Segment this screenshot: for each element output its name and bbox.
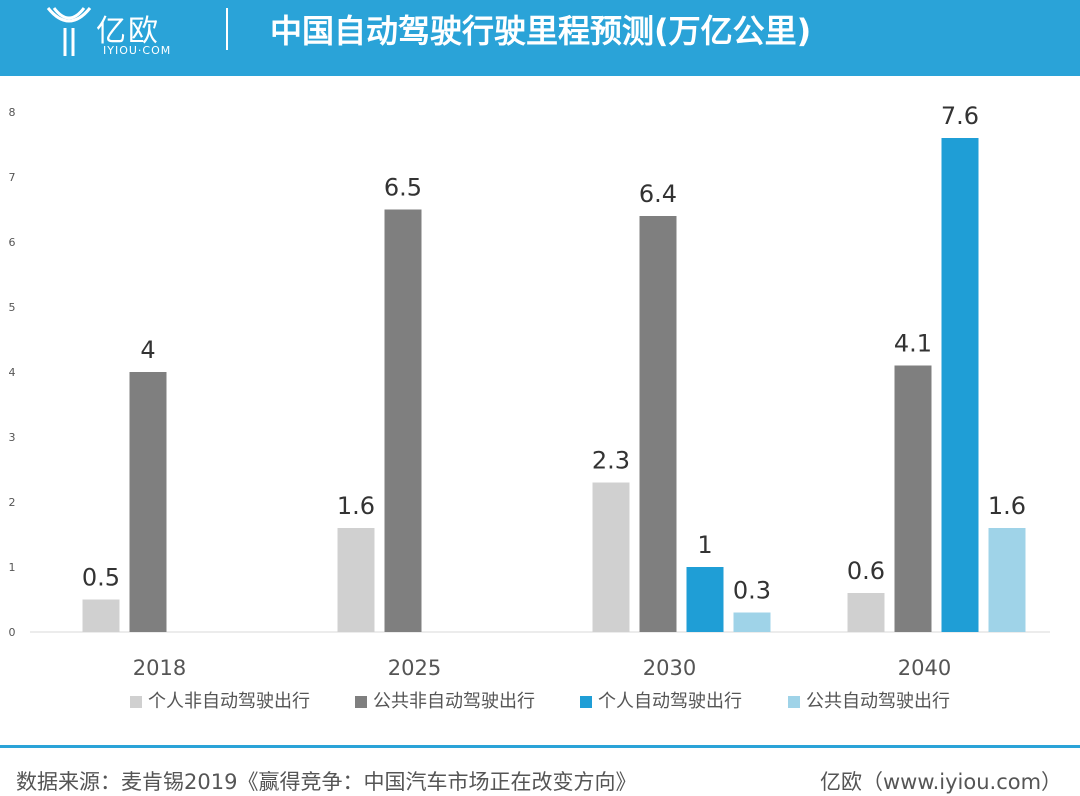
bar: [384, 209, 422, 632]
y-tick-label: 3: [9, 431, 16, 444]
legend-label: 公共非自动驾驶出行: [373, 691, 535, 712]
legend-label: 个人非自动驾驶出行: [148, 691, 310, 712]
legend-swatch: [580, 696, 592, 708]
x-tick-label: 2018: [133, 656, 186, 680]
header-bar: 亿欧 IYIOU·COM 中国自动驾驶行驶里程预测(万亿公里): [0, 0, 1080, 76]
y-tick-label: 1: [9, 561, 16, 574]
bar: [847, 593, 885, 632]
bar: [592, 482, 630, 632]
y-tick-label: 0: [9, 626, 16, 639]
bar: [894, 365, 932, 632]
data-label: 1: [697, 531, 712, 559]
data-label: 0.5: [82, 564, 120, 592]
legend-label: 公共自动驾驶出行: [806, 691, 950, 712]
bar: [988, 528, 1026, 632]
bar: [733, 612, 771, 632]
header-divider: [226, 8, 228, 50]
data-label: 7.6: [941, 102, 979, 130]
bar: [639, 216, 677, 632]
x-tick-label: 2030: [643, 656, 696, 680]
bar: [941, 138, 979, 632]
y-tick-label: 6: [9, 236, 16, 249]
y-tick-label: 4: [9, 366, 16, 379]
logo-icon: [46, 7, 92, 56]
chart-title: 中国自动驾驶行驶里程预测(万亿公里): [270, 12, 812, 50]
y-tick-label: 8: [9, 106, 16, 119]
bar: [686, 567, 724, 632]
data-label: 0.6: [847, 557, 885, 585]
brand-domain: IYIOU·COM: [103, 44, 172, 57]
legend-swatch: [788, 696, 800, 708]
legend-swatch: [355, 696, 367, 708]
data-label: 4: [140, 336, 155, 364]
data-label: 2.3: [592, 447, 630, 475]
y-tick-label: 2: [9, 496, 16, 509]
brand-name: 亿欧: [96, 14, 160, 49]
legend-swatch: [130, 696, 142, 708]
legend-label: 个人自动驾驶出行: [598, 691, 742, 712]
data-label: 1.6: [988, 492, 1026, 520]
bar: [82, 599, 120, 632]
bar-chart: 0 1 2 3 4 5 6 7 8 0.5 4 2018 1.6 6.5 2025 2.3 6.4 1 0.3 203…: [9, 102, 1050, 712]
y-tick-label: 7: [9, 171, 16, 184]
footer-rule: [0, 745, 1080, 748]
bar: [337, 528, 375, 632]
footer-brand: 亿欧（www.iyiou.com）: [820, 770, 1063, 794]
y-tick-label: 5: [9, 301, 16, 314]
bar: [129, 372, 167, 632]
x-tick-label: 2025: [388, 656, 441, 680]
data-label: 6.4: [639, 180, 677, 208]
data-label: 1.6: [337, 492, 375, 520]
data-label: 6.5: [384, 174, 422, 202]
data-label: 0.3: [733, 577, 771, 605]
source-note: 数据来源：麦肯锡2019《赢得竞争：中国汽车市场正在改变方向》: [16, 770, 637, 794]
x-tick-label: 2040: [898, 656, 951, 680]
data-label: 4.1: [894, 330, 932, 358]
